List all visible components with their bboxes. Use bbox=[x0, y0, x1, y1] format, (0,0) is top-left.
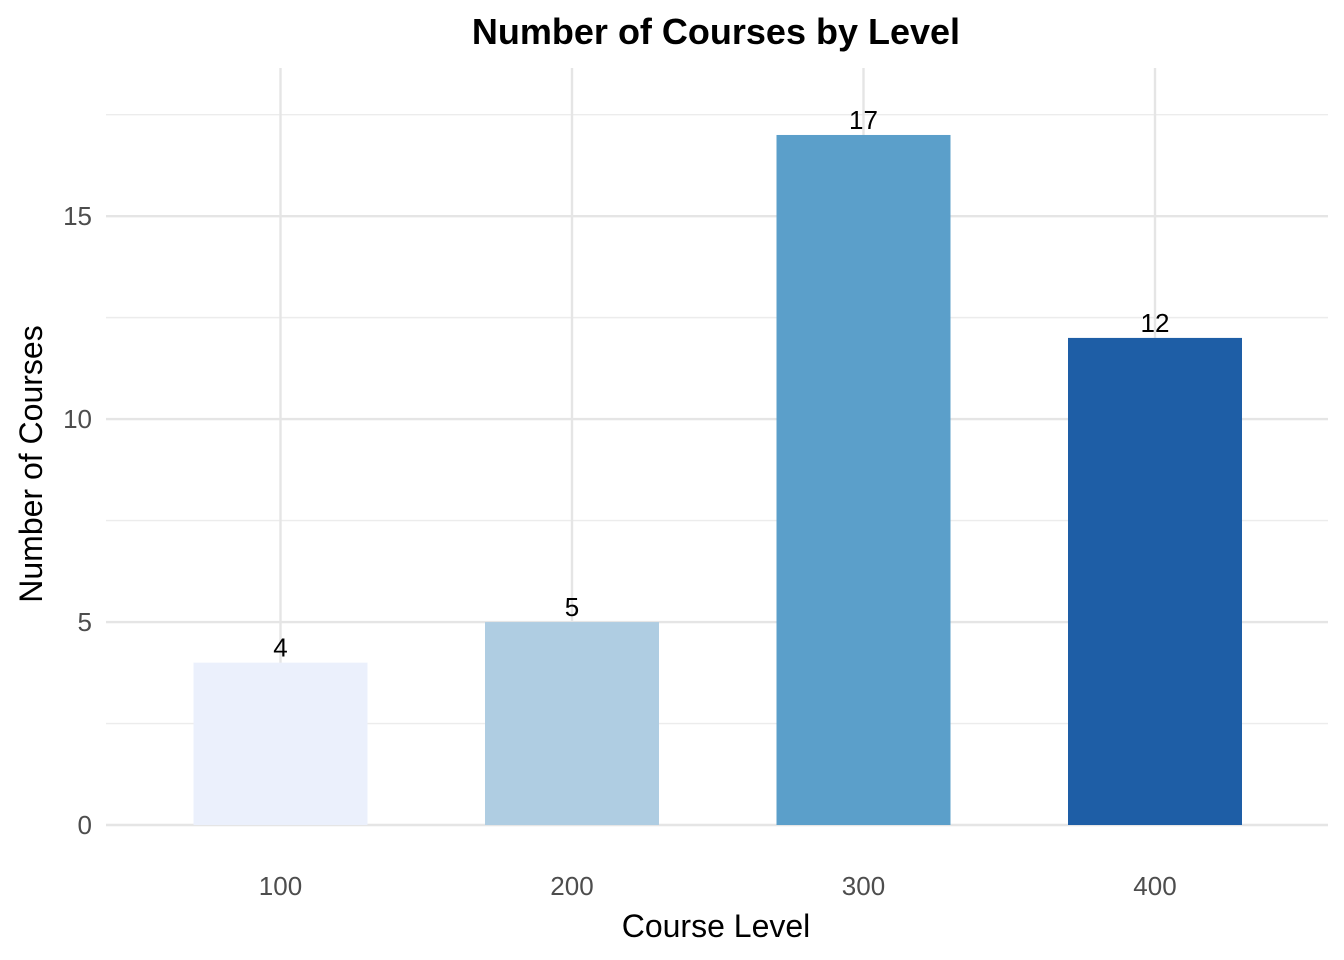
data-label-100: 4 bbox=[273, 633, 287, 663]
bar-200 bbox=[485, 622, 659, 825]
bar-300 bbox=[776, 134, 951, 825]
bars bbox=[193, 134, 1242, 825]
y-axis-title: Number of Courses bbox=[13, 325, 49, 602]
x-tick-label: 200 bbox=[550, 871, 593, 901]
x-tick-label: 300 bbox=[842, 871, 885, 901]
x-axis-ticks: 100 200 300 400 bbox=[259, 871, 1177, 901]
y-tick-label: 0 bbox=[78, 810, 92, 840]
bar-100 bbox=[193, 662, 368, 825]
x-axis-title: Course Level bbox=[622, 908, 811, 944]
y-tick-label: 5 bbox=[78, 607, 92, 637]
chart-title: Number of Courses by Level bbox=[472, 11, 960, 52]
x-tick-label: 100 bbox=[259, 871, 302, 901]
y-tick-label: 15 bbox=[63, 201, 92, 231]
y-tick-label: 10 bbox=[63, 404, 92, 434]
bar-400 bbox=[1068, 337, 1242, 825]
data-label-200: 5 bbox=[565, 592, 579, 622]
data-labels: 4 5 17 12 bbox=[273, 105, 1169, 663]
y-axis-ticks: 0 5 10 15 bbox=[63, 201, 92, 840]
data-label-400: 12 bbox=[1141, 308, 1170, 338]
x-tick-label: 400 bbox=[1133, 871, 1176, 901]
data-label-300: 17 bbox=[849, 105, 878, 135]
